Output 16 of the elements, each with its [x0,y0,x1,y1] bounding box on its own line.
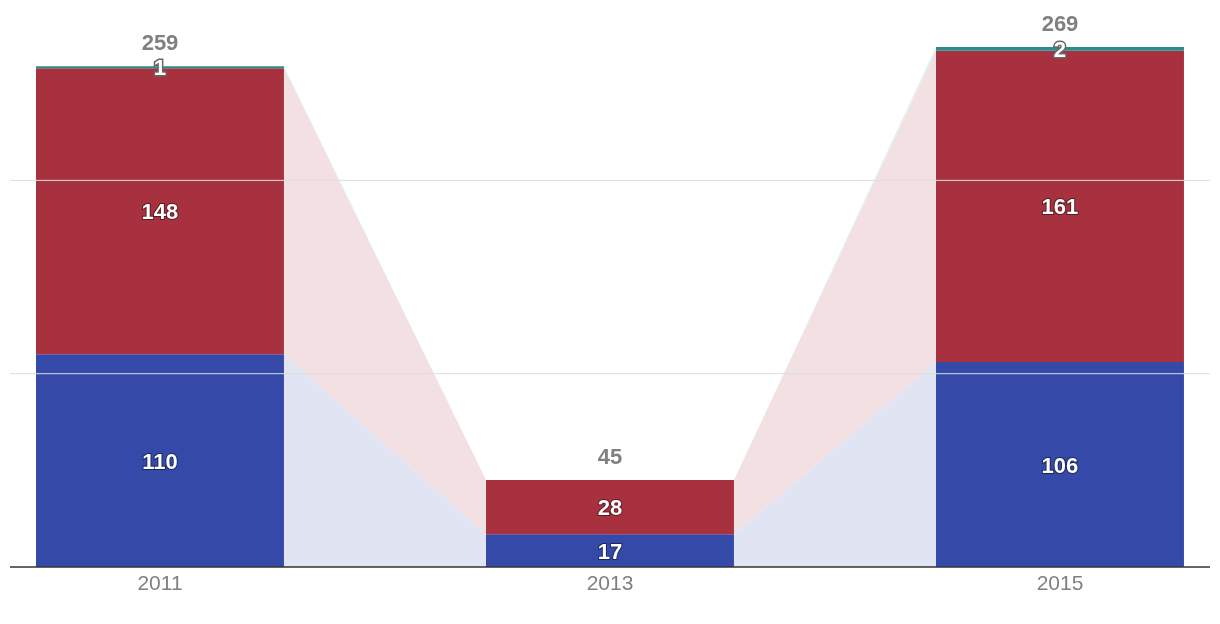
x-tick-label: 2013 [586,570,634,594]
data-label: 28 [597,495,623,521]
total-label: 45 [597,444,623,470]
data-label: 2 [1053,36,1067,62]
bar [486,480,734,535]
data-label: 106 [1041,452,1079,478]
bar [486,534,734,567]
x-tick-label: 2011 [137,570,183,594]
data-label: 17 [597,538,623,564]
data-label: 161 [1041,194,1079,220]
total-label: 259 [141,30,179,56]
x-tick-label: 2015 [1036,570,1084,594]
total-label: 269 [1041,11,1079,36]
data-label: 110 [142,448,178,474]
data-label: 1 [153,55,167,81]
data-label: 148 [141,199,179,225]
